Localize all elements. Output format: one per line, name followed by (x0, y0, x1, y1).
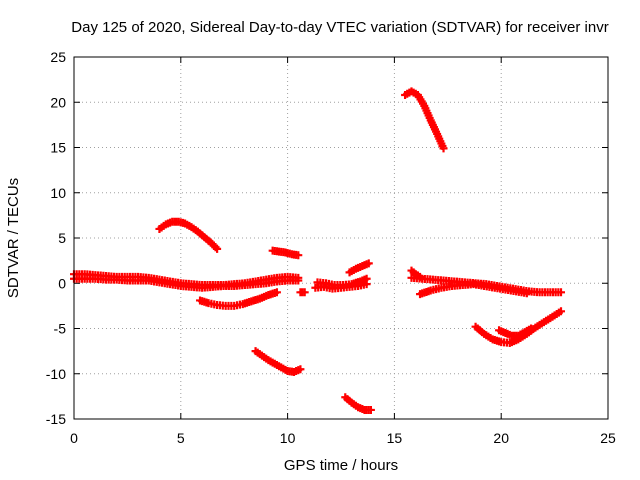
series-dip-20h-inner (495, 324, 536, 340)
data-point (300, 288, 309, 297)
data-point (527, 324, 536, 333)
series-band-11-14h-upper (313, 274, 371, 290)
data-point (272, 288, 281, 297)
data-point (522, 289, 531, 298)
series-peak-16h (401, 87, 448, 153)
y-axis-title: SDTVAR / TECUs (5, 178, 22, 298)
data-points (70, 87, 566, 414)
series-arc-5h (155, 217, 222, 253)
x-axis-title: GPS time / hours (284, 457, 398, 474)
data-point (364, 259, 373, 268)
data-point (362, 274, 371, 283)
data-point (294, 251, 303, 260)
series-dip-7h (196, 288, 281, 310)
series-dip-20h (471, 307, 566, 347)
data-point (557, 307, 566, 316)
plot-frame (73, 56, 609, 420)
chart-title: Day 125 of 2020, Sidereal Day-to-day VTE… (71, 19, 608, 36)
data-point (557, 288, 566, 297)
y-tick-label: 10 (50, 185, 66, 201)
data-point (294, 276, 303, 285)
grid-lines (74, 57, 608, 419)
data-point (213, 244, 222, 253)
y-tick-label: 0 (58, 275, 66, 291)
series-drop-9-10h (251, 347, 305, 376)
series-band-main-lower (70, 274, 303, 292)
x-tick-label: 15 (387, 430, 403, 446)
data-point (366, 405, 375, 414)
y-tick-label: 25 (50, 49, 66, 65)
y-tick-label: -15 (46, 411, 66, 427)
x-tick-label: 20 (493, 430, 509, 446)
x-tick-label: 10 (280, 430, 296, 446)
axis-ticks: 0 5 10 15 20 25 -15 -10 -5 0 5 10 15 20 25 (46, 49, 616, 446)
y-tick-label: 20 (50, 94, 66, 110)
series-rise-16h (407, 266, 425, 281)
y-tick-label: -10 (46, 366, 66, 382)
data-point (416, 272, 425, 281)
y-tick-label: -5 (54, 321, 67, 337)
x-tick-label: 0 (70, 430, 78, 446)
series-band-16-23h-lower (416, 280, 531, 299)
series-rise-13h (345, 259, 373, 277)
y-tick-label: 5 (58, 230, 66, 246)
series-dots-10h (296, 288, 309, 297)
x-tick-label: 25 (600, 430, 616, 446)
series-seg-9-10h (268, 246, 303, 260)
data-point (296, 365, 305, 374)
y-tick-label: 15 (50, 140, 66, 156)
data-point (439, 144, 448, 153)
x-tick-label: 5 (177, 430, 185, 446)
series-low-13h (341, 393, 375, 414)
